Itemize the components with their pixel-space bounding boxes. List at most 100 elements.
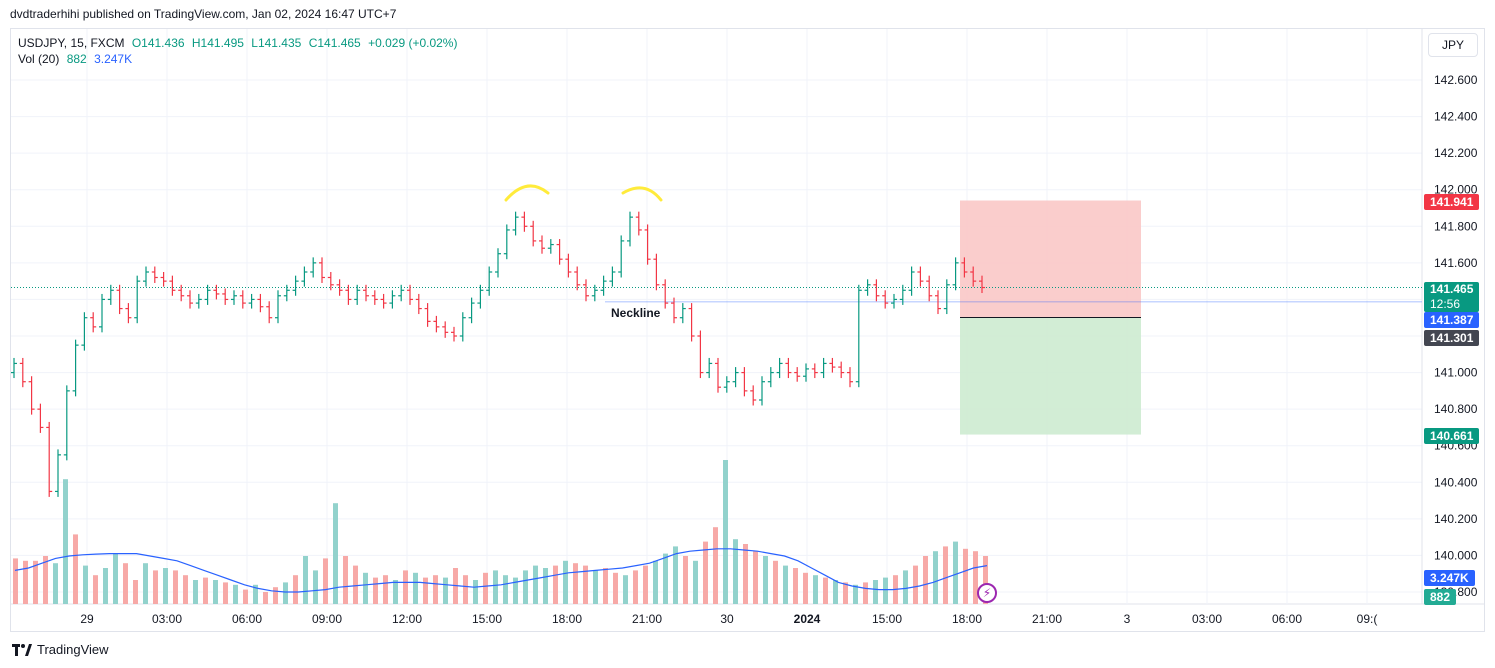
volume-bar (173, 570, 178, 604)
volume-bar (723, 460, 728, 604)
volume-bar (23, 560, 28, 604)
volume-bar (853, 584, 858, 604)
footer-brand-text: TradingView (37, 642, 109, 657)
current-price-label: 141.465 12:56 (1424, 282, 1480, 312)
volume-bar (983, 556, 988, 604)
volume-bar (973, 551, 978, 604)
volume-bar (183, 575, 188, 604)
volume-bar (933, 551, 938, 604)
volume-bar (263, 592, 268, 604)
published-header: dvdtraderhihi published on TradingView.c… (10, 7, 397, 21)
volume-bar (523, 570, 528, 604)
price-tick-label: 140.400 (1434, 475, 1478, 489)
vol-label: 882 (1424, 589, 1457, 605)
legend-vol-value: 882 (66, 52, 87, 66)
time-tick-label: 03:00 (152, 612, 182, 626)
legend-vol-ma: 3.247K (94, 52, 133, 66)
volume-bar (253, 584, 258, 604)
volume-bar (243, 589, 248, 604)
legend-open: O141.436 (131, 36, 185, 50)
volume-bar (713, 527, 718, 604)
volume-bar (403, 570, 408, 604)
legend-close: C141.465 (308, 36, 361, 50)
price-tick-label: 141.800 (1434, 219, 1478, 233)
legend-change: +0.029 (+0.02%) (368, 36, 458, 50)
volume-bar (833, 580, 838, 604)
lightning-icon[interactable]: ⚡ (977, 583, 997, 603)
time-tick-label: 18:00 (552, 612, 582, 626)
volume-bar (443, 577, 448, 604)
volume-bar (13, 558, 18, 604)
time-tick-label: 29 (80, 612, 94, 626)
volume-bar (43, 556, 48, 604)
volume-bar (93, 575, 98, 604)
currency-button[interactable]: JPY (1428, 33, 1478, 57)
neckline-price-label: 141.387 (1424, 312, 1480, 328)
volume-bar (793, 568, 798, 604)
legend-vol-label: Vol (20) (18, 52, 60, 66)
volume-bar (923, 556, 928, 604)
time-tick-label: 3 (1124, 612, 1131, 626)
volume-bar (433, 575, 438, 604)
volume-bar (463, 575, 468, 604)
time-tick-label: 06:00 (232, 612, 262, 626)
legend-high: H141.495 (191, 36, 244, 50)
volume-bar (643, 565, 648, 604)
volume-bar (193, 580, 198, 604)
volume-bar (953, 541, 958, 604)
volume-bar (143, 563, 148, 604)
volume-bar (663, 553, 668, 604)
volume-bar (63, 479, 68, 604)
price-tick-label: 140.000 (1434, 548, 1478, 562)
volume-bar (963, 548, 968, 604)
time-tick-label: 30 (720, 612, 734, 626)
time-tick-label: 15:00 (472, 612, 502, 626)
volume-bar (313, 570, 318, 604)
legend-symbol: USDJPY, 15, FXCM (18, 36, 125, 50)
volume-bar (613, 572, 618, 604)
time-tick-label: 12:00 (392, 612, 422, 626)
volume-bar (73, 534, 78, 604)
volume-bar (823, 577, 828, 604)
volume-bar (123, 563, 128, 604)
volume-bar (213, 580, 218, 604)
time-tick-label: 09:00 (312, 612, 342, 626)
volume-bar (473, 580, 478, 604)
volume-bar (583, 565, 588, 604)
volume-ma-line (14, 548, 988, 593)
volume-bar (813, 575, 818, 604)
volume-bar (53, 563, 58, 604)
time-tick-label: 15:00 (872, 612, 902, 626)
entry-price-label: 141.301 (1424, 330, 1480, 346)
volume-bar (673, 546, 678, 604)
volume-bar (943, 546, 948, 604)
volume-bar (743, 544, 748, 604)
neckline-annotation: Neckline (611, 306, 661, 320)
volume-bar (533, 565, 538, 604)
volume-bar (783, 565, 788, 604)
top-arc-right (621, 186, 663, 202)
volume-bar (353, 565, 358, 604)
countdown-value: 12:56 (1430, 297, 1461, 311)
time-tick-label: 06:00 (1272, 612, 1302, 626)
volume-bar (493, 570, 498, 604)
volume-bar (103, 568, 108, 604)
volume-bar (163, 568, 168, 604)
volume-bar (703, 541, 708, 604)
volume-bar (623, 575, 628, 604)
stop-price-label: 141.941 (1424, 194, 1480, 210)
volume-bar (843, 582, 848, 604)
top-arc-left (504, 184, 550, 202)
volume-bar (573, 563, 578, 604)
volume-bar (343, 556, 348, 604)
volume-bar (773, 560, 778, 604)
volume-bar (383, 575, 388, 604)
volume-bar (483, 572, 488, 604)
footer-brand: TradingView (12, 642, 109, 657)
price-tick-label: 142.400 (1434, 110, 1478, 124)
volume-bar (413, 572, 418, 604)
volume-bar (683, 556, 688, 604)
target-price-label: 140.661 (1424, 428, 1480, 444)
volume-bar (303, 556, 308, 604)
